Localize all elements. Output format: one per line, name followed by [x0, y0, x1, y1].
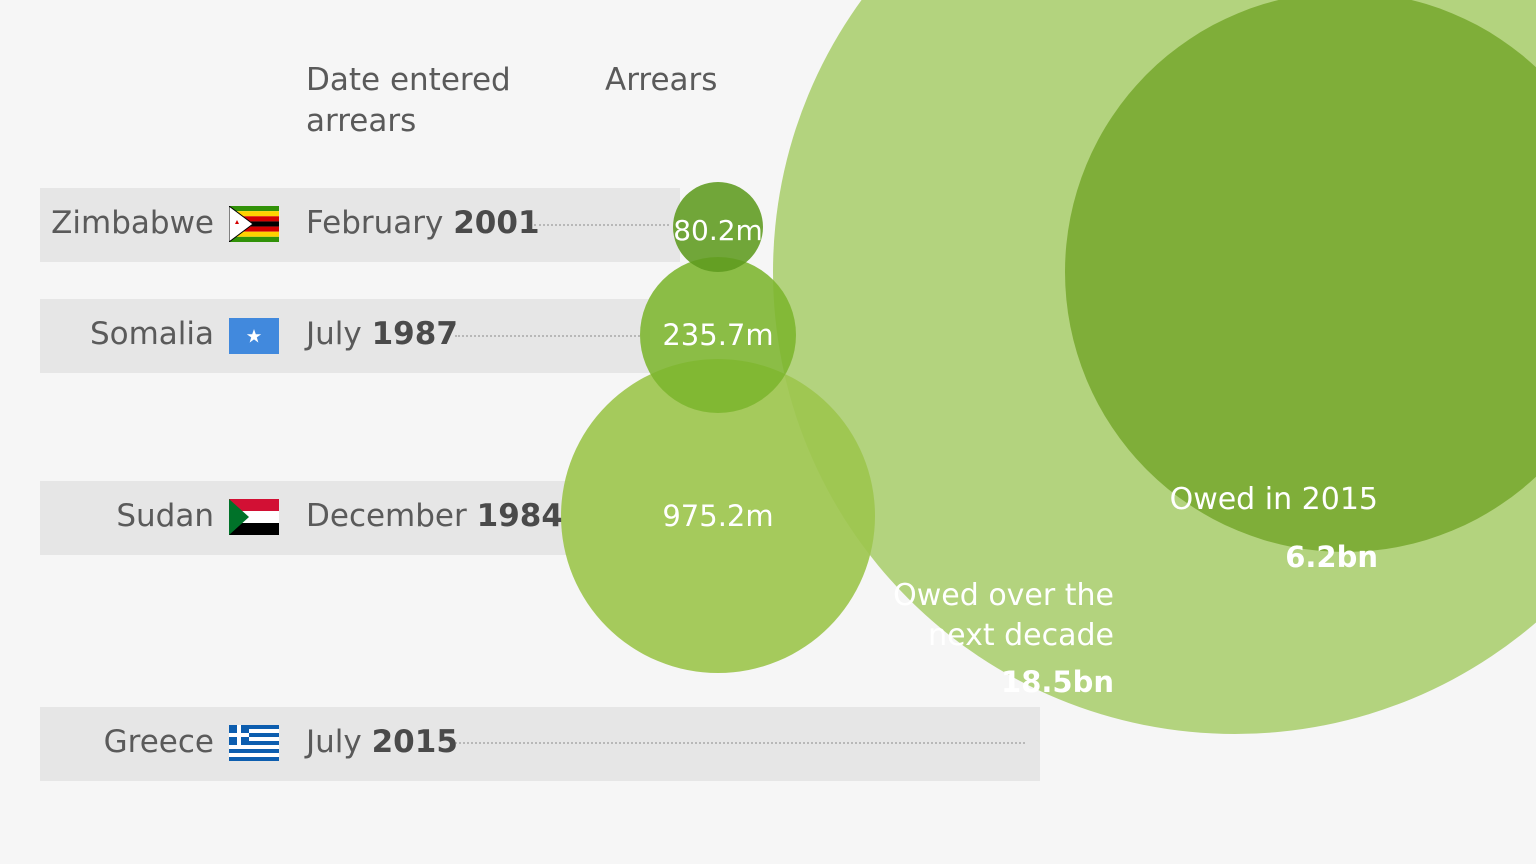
value-label-somalia: 235.7m: [662, 318, 773, 352]
label-owed-2015: Owed in 2015: [1170, 482, 1378, 517]
leader-somalia: [455, 335, 640, 337]
date-entered: February 2001: [306, 203, 540, 243]
date-entered: July 2015: [306, 722, 458, 762]
value-label-zimbabwe: 80.2m: [673, 214, 763, 247]
zimbabwe-flag: [229, 206, 279, 242]
leader-greece: [455, 742, 1025, 744]
country-label: Somalia: [89, 316, 214, 352]
bubble-sudan: [561, 359, 875, 673]
bubble-somalia: [640, 257, 796, 413]
date-year: 1987: [371, 316, 458, 352]
date-year: 1984: [476, 498, 563, 534]
bubble-zimbabwe: [673, 182, 763, 272]
country-label: Zimbabwe: [51, 205, 214, 241]
somalia-flag: [229, 318, 279, 354]
date-month: December: [306, 498, 467, 534]
sudan-flag: [229, 499, 279, 535]
country-label: Sudan: [116, 498, 214, 534]
row-band-greece: [40, 707, 1040, 781]
value-owed-2015: 6.2bn: [1285, 540, 1378, 574]
leader-zimbabwe: [534, 224, 669, 226]
label-owed-decade-line1: Owed over the: [893, 578, 1114, 613]
header-arrears: Arrears: [605, 62, 718, 98]
value-label-sudan: 975.2m: [662, 499, 773, 533]
row-band-sudan: [40, 481, 570, 555]
header-date: Date entered arrears: [306, 62, 511, 139]
label-owed-decade-line2: next decade: [928, 618, 1114, 653]
date-entered: July 1987: [306, 314, 458, 354]
country-label: Greece: [103, 724, 214, 760]
date-year: 2015: [371, 724, 458, 760]
value-owed-decade: 18.5bn: [1001, 665, 1114, 699]
date-year: 2001: [453, 205, 540, 241]
greece-flag: [229, 725, 279, 761]
bubble-greece-2015: [1065, 0, 1536, 552]
date-month: February: [306, 205, 444, 241]
date-entered: December 1984: [306, 496, 563, 536]
date-month: July: [306, 724, 362, 760]
date-month: July: [306, 316, 362, 352]
